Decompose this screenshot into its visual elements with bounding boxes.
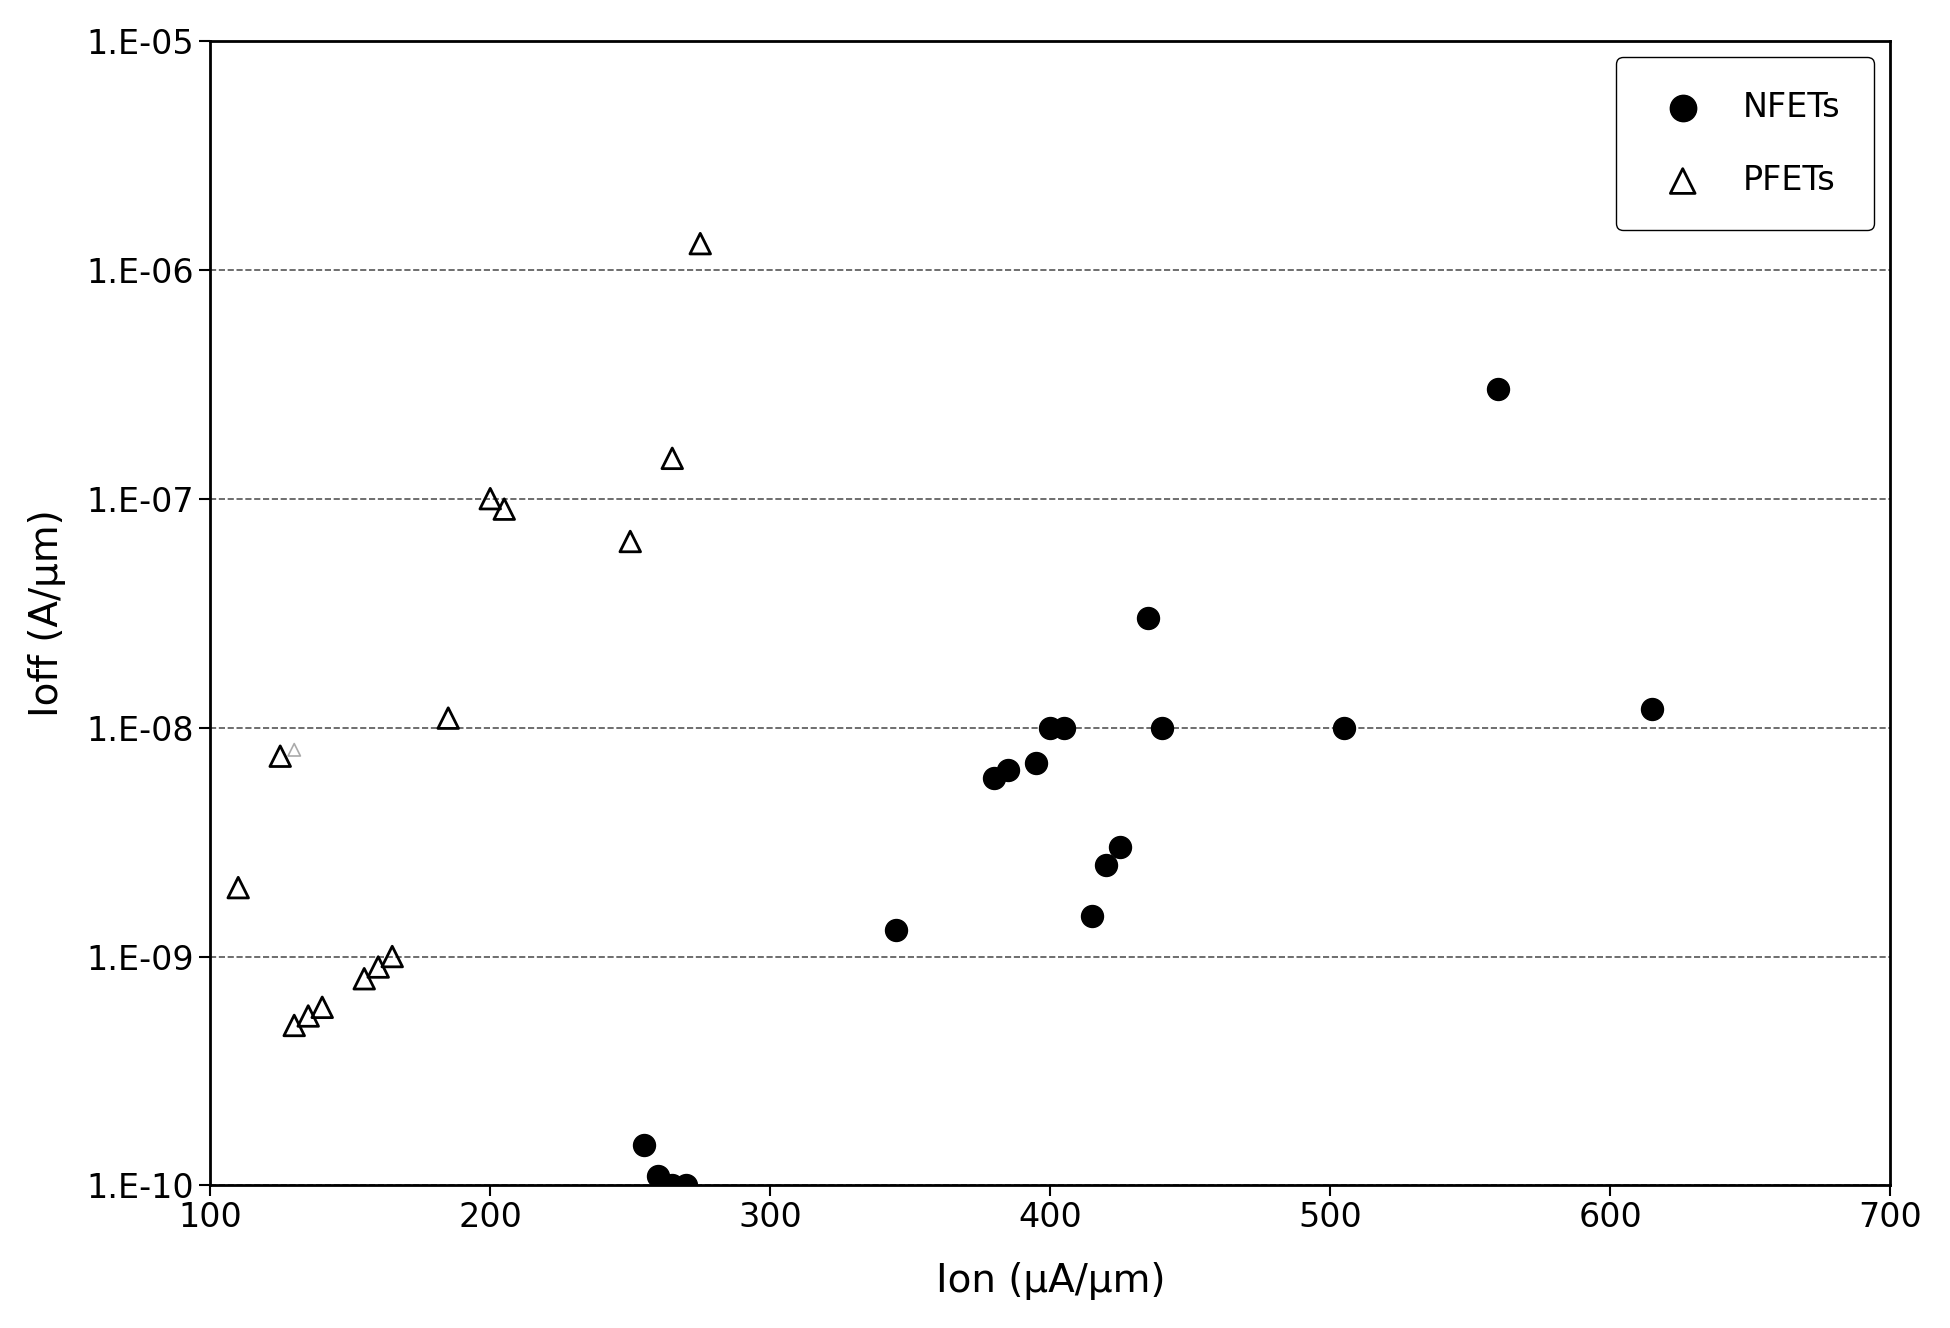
NFETs [1049,717,1080,738]
PFETs [614,531,645,552]
PFETs [222,876,254,898]
PFETs [474,487,505,509]
NFETs [1090,855,1121,876]
PFETs [292,1005,324,1027]
NFETs [644,1166,675,1187]
Point [279,740,310,761]
NFETs [1020,753,1051,774]
PFETs [489,498,521,519]
NFETs [993,760,1024,781]
PFETs [363,956,394,977]
PFETs [349,968,380,989]
PFETs [657,448,688,469]
NFETs [1076,906,1108,927]
PFETs [433,708,464,729]
NFETs [628,1134,659,1155]
NFETs [1147,717,1178,738]
NFETs [1636,699,1667,720]
NFETs [657,1175,688,1197]
NFETs [881,920,913,942]
PFETs [376,946,408,967]
X-axis label: Ion (μA/μm): Ion (μA/μm) [936,1262,1164,1300]
PFETs [684,232,716,254]
NFETs [1482,378,1513,400]
PFETs [306,997,337,1019]
NFETs [1106,837,1137,858]
NFETs [1328,717,1359,738]
NFETs [1035,717,1067,738]
NFETs [671,1175,702,1197]
Y-axis label: Ioff (A/μm): Ioff (A/μm) [27,509,66,717]
NFETs [1133,608,1164,629]
NFETs [979,768,1010,789]
Legend: NFETs, PFETs: NFETs, PFETs [1617,57,1874,230]
PFETs [265,745,296,766]
PFETs [279,1015,310,1036]
